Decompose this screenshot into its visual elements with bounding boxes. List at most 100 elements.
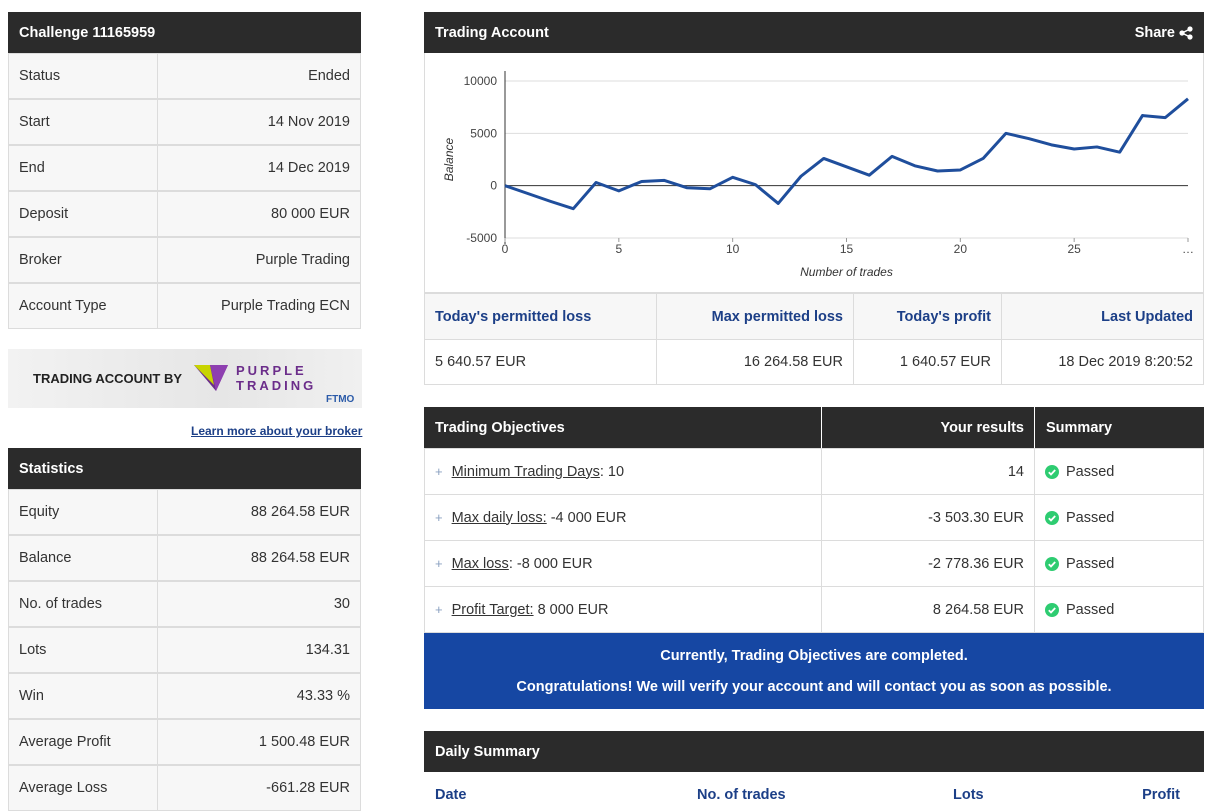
status-text: Passed (1066, 463, 1115, 480)
x-tick-label: 10 (726, 242, 740, 256)
objective-link[interactable]: Profit Target: (451, 601, 534, 618)
daily-header: Date (435, 787, 467, 803)
daily-summary-title: Daily Summary (424, 731, 1204, 772)
expand-icon[interactable]: + (435, 510, 443, 525)
objective-status: Passed (1034, 448, 1204, 495)
row-value: 43.33 % (157, 673, 361, 719)
y-axis-label: Balance (442, 137, 456, 181)
row-label: Average Profit (8, 719, 158, 765)
row-value: -661.28 EUR (157, 765, 361, 811)
objective-cell: + Max loss: -8 000 EUR (424, 540, 822, 587)
daily-header: Profit (1142, 787, 1180, 803)
statistics-title: Statistics (8, 448, 361, 489)
challenge-title: Challenge 11165959 (8, 12, 361, 53)
row-label: Equity (8, 489, 158, 535)
x-tick-label: 15 (840, 242, 854, 256)
brand-line1: PURPLE (236, 363, 307, 378)
row-label: Win (8, 673, 158, 719)
row-label: Status (8, 53, 158, 99)
daily-header: Lots (953, 787, 984, 803)
objective-link[interactable]: Minimum Trading Days (451, 463, 600, 480)
objective-result: -3 503.30 EUR (821, 494, 1035, 541)
brand-logo (194, 365, 228, 391)
row-label: End (8, 145, 158, 191)
check-icon (1045, 510, 1059, 525)
summary-value: 5 640.57 EUR (424, 339, 657, 385)
objective-cell: + Minimum Trading Days: 10 (424, 448, 822, 495)
row-label: Account Type (8, 283, 158, 329)
y-tick-label: 10000 (464, 74, 498, 88)
row-value: Purple Trading ECN (157, 283, 361, 329)
row-value: 14 Dec 2019 (157, 145, 361, 191)
summary-header: Today's permitted loss (424, 293, 657, 340)
trading-account-title: Trading Account (435, 24, 549, 41)
row-value: 14 Nov 2019 (157, 99, 361, 145)
row-value: 1 500.48 EUR (157, 719, 361, 765)
share-button[interactable]: Share (1135, 25, 1193, 41)
objectives-header: Your results (821, 407, 1035, 448)
x-tick-label: 0 (502, 242, 509, 256)
expand-icon[interactable]: + (435, 464, 443, 479)
objective-target: : -8 000 EUR (508, 555, 593, 572)
balance-chart: -5000 0 5000 10000 0 5 10 15 20 25 … Number of trad… (442, 71, 1194, 279)
balance-line (504, 97, 1189, 211)
objectives-header: Trading Objectives (424, 407, 822, 448)
objective-cell: + Max daily loss: -4 000 EUR (424, 494, 822, 541)
x-tick-label: … (1182, 242, 1194, 256)
objective-link[interactable]: Max loss (451, 555, 509, 572)
status-text: Passed (1066, 601, 1115, 618)
completion-notice: Currently, Trading Objectives are comple… (424, 632, 1204, 709)
status-text: Passed (1066, 555, 1115, 572)
row-label: Average Loss (8, 765, 158, 811)
row-value: Ended (157, 53, 361, 99)
row-value: 88 264.58 EUR (157, 535, 361, 581)
objective-target: -4 000 EUR (546, 509, 627, 526)
objective-target: : 10 (599, 463, 625, 480)
summary-value: 16 264.58 EUR (656, 339, 854, 385)
broker-link[interactable]: Learn more about your broker (191, 424, 363, 438)
row-value: 134.31 (157, 627, 361, 673)
x-tick-label: 5 (615, 242, 622, 256)
objective-status: Passed (1034, 540, 1204, 587)
check-icon (1045, 464, 1059, 479)
objectives-header: Summary (1034, 407, 1204, 448)
objective-status: Passed (1034, 586, 1204, 633)
x-tick-label: 25 (1067, 242, 1081, 256)
share-label: Share (1134, 24, 1175, 41)
y-tick-label: -5000 (466, 231, 497, 245)
objective-cell: + Profit Target: 8 000 EUR (424, 586, 822, 633)
y-tick-label: 0 (490, 179, 497, 193)
row-label: Deposit (8, 191, 158, 237)
expand-icon[interactable]: + (435, 602, 443, 617)
summary-header: Last Updated (1001, 293, 1204, 340)
row-label: No. of trades (8, 581, 158, 627)
objective-link[interactable]: Max daily loss: (451, 509, 547, 526)
row-label: Start (8, 99, 158, 145)
row-value: 80 000 EUR (157, 191, 361, 237)
expand-icon[interactable]: + (435, 556, 443, 571)
broker-banner: TRADING ACCOUNT BY PURPLE TRADING FTMO (8, 349, 362, 408)
banner-text: TRADING ACCOUNT BY (33, 371, 183, 386)
row-value: 88 264.58 EUR (157, 489, 361, 535)
y-tick-label: 5000 (470, 126, 497, 140)
summary-header: Today's profit (853, 293, 1002, 340)
summary-value: 1 640.57 EUR (853, 339, 1002, 385)
share-icon (1179, 25, 1193, 40)
objective-result: -2 778.36 EUR (821, 540, 1035, 587)
row-label: Balance (8, 535, 158, 581)
summary-header: Max permitted loss (656, 293, 854, 340)
row-value: Purple Trading (157, 237, 361, 283)
ftmo-badge: FTMO (326, 394, 355, 405)
notice-line2: Congratulations! We will verify your acc… (516, 679, 1112, 695)
row-label: Lots (8, 627, 158, 673)
daily-header: No. of trades (697, 787, 786, 803)
objective-status: Passed (1034, 494, 1204, 541)
row-value: 30 (157, 581, 361, 627)
x-axis-label: Number of trades (800, 265, 893, 279)
status-text: Passed (1066, 509, 1115, 526)
objective-target: 8 000 EUR (533, 601, 609, 618)
trading-account-header: Trading Account Share (424, 12, 1204, 53)
check-icon (1045, 602, 1059, 617)
objective-result: 14 (821, 448, 1035, 495)
